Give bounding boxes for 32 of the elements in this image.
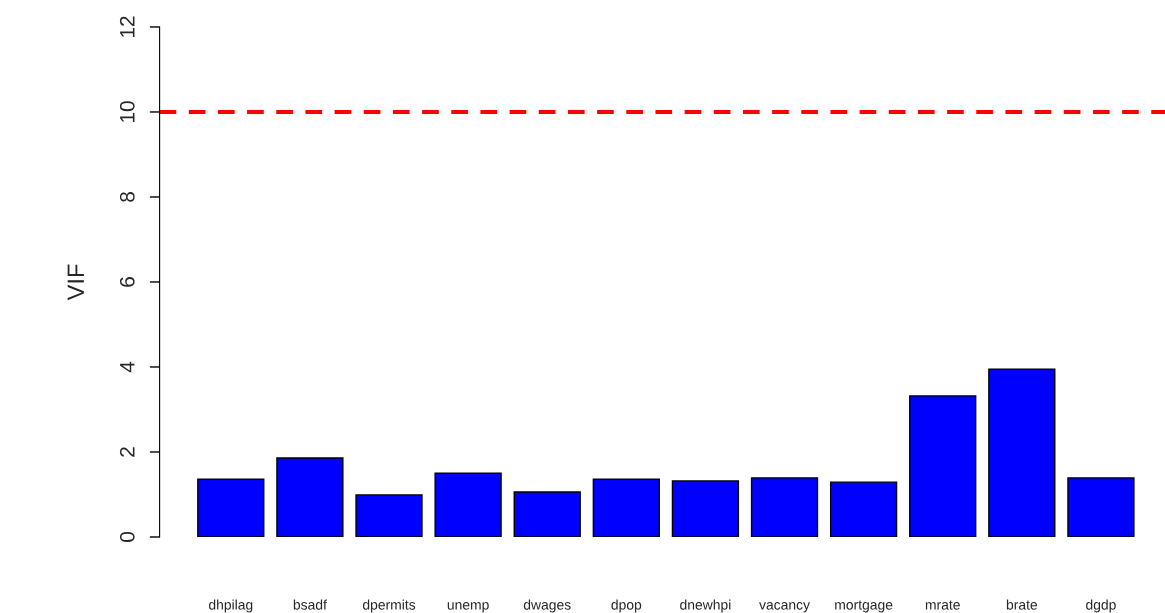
x-tick-label: dwages [523,599,571,613]
bar [671,480,740,537]
bar [197,478,265,537]
bar [434,472,502,537]
x-tick-label: dnewhpi [680,599,731,613]
y-tick-label: 10 [119,101,135,122]
y-axis-title: VIF [67,264,84,301]
x-tick-label: dgdp [1086,599,1116,613]
x-tick-label: vacancy [759,602,810,613]
x-tick-label: mrate [925,600,960,610]
bar [829,481,898,537]
bar [988,368,1056,537]
y-tick-label: 8 [119,192,135,202]
x-tick-label: brate [1006,599,1038,610]
x-tick-label: dpermits [362,599,416,613]
x-tick-label: dhpilag [208,599,253,613]
bar [513,491,581,537]
x-tick-label: dpop [611,599,642,613]
y-tick-label: 0 [119,532,135,542]
y-tick-label: 6 [119,277,135,287]
bar [909,395,977,537]
bar [592,478,660,537]
bar [355,494,423,537]
bar [276,457,344,537]
y-tick-label: 4 [120,361,135,373]
x-tick-label: unemp [447,602,489,613]
x-tick-label: mortgage [835,600,893,613]
y-tick-label: 12 [119,16,135,37]
x-tick-label: bsadf [293,599,327,610]
bar [750,477,819,537]
bar [1067,477,1135,537]
y-tick-label: 2 [119,447,135,457]
